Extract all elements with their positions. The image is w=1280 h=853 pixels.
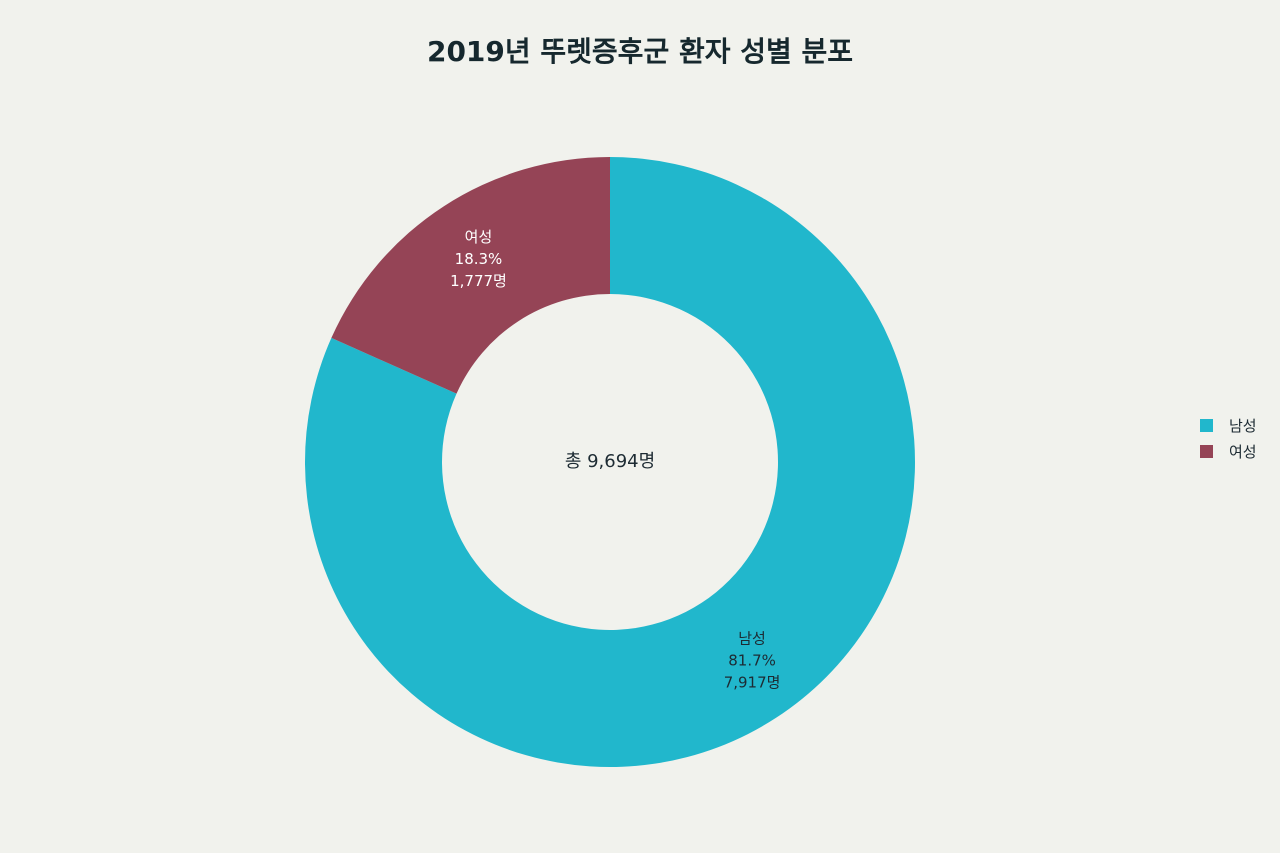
slice-label-count-male: 7,917명 (724, 673, 781, 691)
legend-item-female[interactable]: 여성 (1200, 438, 1276, 464)
donut-slice-female[interactable] (331, 157, 610, 394)
slice-label-name-female: 여성 (465, 228, 493, 246)
legend-label-female: 여성 (1229, 442, 1257, 461)
slice-label-name-male: 남성 (738, 629, 766, 647)
donut-slices (304, 157, 915, 767)
donut-center-total: 총 9,694명 (565, 451, 655, 472)
donut-slice-male[interactable] (304, 157, 915, 767)
slice-labels: 남성 81.7% 7,917명 여성 18.3% 1,777명 (450, 228, 780, 692)
legend-item-male[interactable]: 남성 (1200, 412, 1276, 438)
legend-label-male: 남성 (1229, 416, 1257, 435)
chart-title: 2019년 뚜렛증후군 환자 성별 분포 (426, 35, 854, 68)
legend-swatch-female (1200, 444, 1213, 458)
slice-label-percent-female: 18.3% (455, 250, 503, 268)
legend-swatch-male (1200, 418, 1213, 432)
legend: 남성 여성 (1200, 412, 1276, 464)
slice-label-count-female: 1,777명 (450, 272, 507, 290)
slice-label-percent-male: 81.7% (728, 651, 776, 669)
